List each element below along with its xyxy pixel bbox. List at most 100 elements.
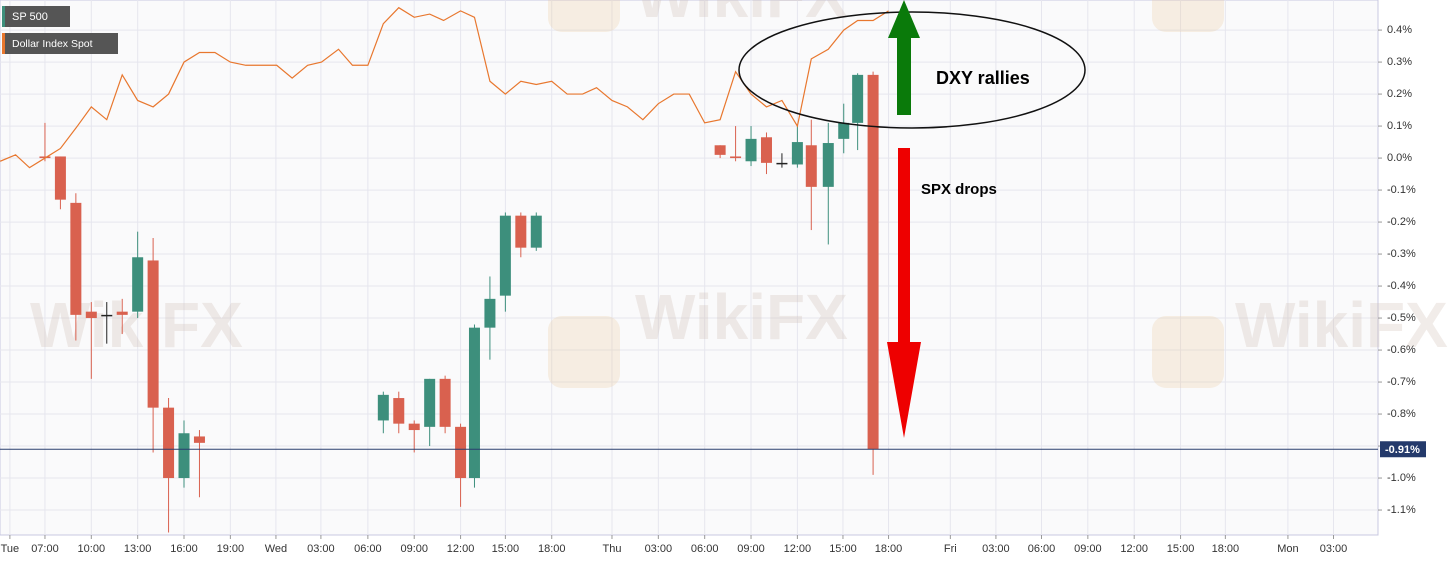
candle-body bbox=[39, 156, 51, 159]
legend-swatch bbox=[2, 6, 5, 27]
x-tick-label: 03:00 bbox=[307, 543, 335, 555]
annotation: SPX drops bbox=[921, 181, 997, 198]
candle-body bbox=[852, 74, 864, 123]
x-tick-label: 03:00 bbox=[1320, 543, 1348, 555]
candle-body bbox=[776, 162, 788, 165]
candle-body bbox=[484, 298, 496, 328]
y-tick-label: -0.2% bbox=[1387, 216, 1416, 228]
watermark: WikiFX bbox=[635, 281, 848, 353]
candle-body bbox=[54, 156, 66, 200]
x-tick-label: 18:00 bbox=[538, 543, 566, 555]
x-tick-label: 12:00 bbox=[784, 543, 812, 555]
y-tick-label: 0.4% bbox=[1387, 24, 1412, 36]
candle-body bbox=[714, 145, 726, 155]
watermark-logo bbox=[1152, 316, 1224, 388]
watermark-logo bbox=[548, 0, 620, 32]
x-tick-label: 15:00 bbox=[829, 543, 857, 555]
candle-body bbox=[178, 433, 190, 479]
candle-body bbox=[132, 257, 144, 312]
x-tick-label: 13:00 bbox=[124, 543, 152, 555]
x-tick-label: 16:00 bbox=[170, 543, 198, 555]
x-tick-label: 18:00 bbox=[1212, 543, 1240, 555]
y-tick-label: -0.4% bbox=[1387, 280, 1416, 292]
candle-body bbox=[745, 138, 757, 162]
legend: SP 500 Dollar Index Spot bbox=[2, 6, 118, 54]
annotation-ellipse bbox=[738, 11, 1086, 129]
grid bbox=[0, 0, 1378, 535]
x-tick-label: Mon bbox=[1277, 543, 1298, 555]
x-tick-label: Thu bbox=[602, 543, 621, 555]
candle-body bbox=[424, 378, 436, 427]
x-tick-label: 09:00 bbox=[400, 543, 428, 555]
candle-body bbox=[193, 436, 205, 443]
y-tick-label: -0.6% bbox=[1387, 344, 1416, 356]
x-tick-label: 09:00 bbox=[1074, 543, 1102, 555]
candle-body bbox=[822, 143, 834, 187]
x-tick-label: 15:00 bbox=[492, 543, 520, 555]
candle-body bbox=[515, 215, 527, 248]
candle-body bbox=[468, 327, 480, 479]
candle-body bbox=[530, 215, 542, 248]
legend-swatch bbox=[2, 33, 5, 54]
x-tick-label: 12:00 bbox=[447, 543, 475, 555]
legend-label: Dollar Index Spot bbox=[12, 38, 93, 50]
candle-body bbox=[163, 407, 175, 479]
x-tick-label: 18:00 bbox=[875, 543, 903, 555]
y-tick-label: 0.3% bbox=[1387, 56, 1412, 68]
watermark: WikiFX bbox=[1235, 289, 1448, 361]
candle-body bbox=[408, 423, 420, 431]
candle-body bbox=[85, 311, 97, 319]
x-tick-label: 03:00 bbox=[982, 543, 1010, 555]
y-tick-label: -0.5% bbox=[1387, 312, 1416, 324]
candle-body bbox=[455, 426, 467, 479]
candle-body bbox=[439, 378, 451, 427]
x-tick-label: Wed bbox=[265, 543, 287, 555]
candle-body bbox=[116, 311, 128, 315]
y-tick-label: -1.0% bbox=[1387, 472, 1416, 484]
x-tick-label: 06:00 bbox=[1028, 543, 1056, 555]
up-arrow bbox=[888, 0, 920, 115]
x-tick-label: 06:00 bbox=[354, 543, 382, 555]
x-tick-label: 12:00 bbox=[1120, 543, 1148, 555]
y-tick-label: 0.2% bbox=[1387, 88, 1412, 100]
x-tick-label: 03:00 bbox=[645, 543, 673, 555]
legend-box bbox=[2, 6, 70, 27]
watermarks: WikiFX WikiFX WikiFX WikiFX bbox=[30, 0, 1448, 388]
y-tick-label: 0.0% bbox=[1387, 152, 1412, 164]
candle-body bbox=[499, 215, 511, 296]
y-tick-label: -0.1% bbox=[1387, 184, 1416, 196]
y-tick-label: -0.8% bbox=[1387, 408, 1416, 420]
candle-body bbox=[70, 202, 82, 315]
candle-body bbox=[838, 122, 850, 139]
down-arrow bbox=[887, 148, 921, 438]
candle-body bbox=[147, 260, 159, 408]
x-tick-label: 07:00 bbox=[31, 543, 59, 555]
annotation: DXY rallies bbox=[936, 68, 1030, 88]
candle-body bbox=[791, 142, 803, 165]
axes: 0.4% 0.3% 0.2% 0.1% 0.0% -0.1% -0.2% -0.3% -0.4%… bbox=[0, 24, 1426, 555]
y-tick-label: 0.1% bbox=[1387, 120, 1412, 132]
watermark-logo bbox=[548, 316, 620, 388]
y-tick-label: -0.3% bbox=[1387, 248, 1416, 260]
x-tick-label: 19:00 bbox=[217, 543, 245, 555]
x-tick-label: 09:00 bbox=[737, 543, 765, 555]
x-tick-label: 06:00 bbox=[691, 543, 719, 555]
candle-body bbox=[867, 74, 879, 450]
x-tick-label: 15:00 bbox=[1167, 543, 1195, 555]
plot-area bbox=[0, 0, 1379, 536]
last-price-tag bbox=[1380, 441, 1426, 458]
x-tick-label: Tue bbox=[1, 543, 20, 555]
y-tick-label: -1.1% bbox=[1387, 504, 1416, 516]
candle-body bbox=[101, 314, 113, 317]
watermark-logo bbox=[1152, 0, 1224, 32]
candle-body bbox=[805, 145, 817, 187]
watermark: WikiFX bbox=[635, 0, 848, 31]
y-tick-label: -0.7% bbox=[1387, 376, 1416, 388]
candle-body bbox=[377, 394, 389, 421]
x-tick-label: 10:00 bbox=[78, 543, 106, 555]
candle-body bbox=[730, 156, 742, 159]
x-tick-label: Fri bbox=[944, 543, 957, 555]
last-price-label: -0.91% bbox=[1385, 444, 1420, 456]
candle-body bbox=[393, 398, 405, 424]
